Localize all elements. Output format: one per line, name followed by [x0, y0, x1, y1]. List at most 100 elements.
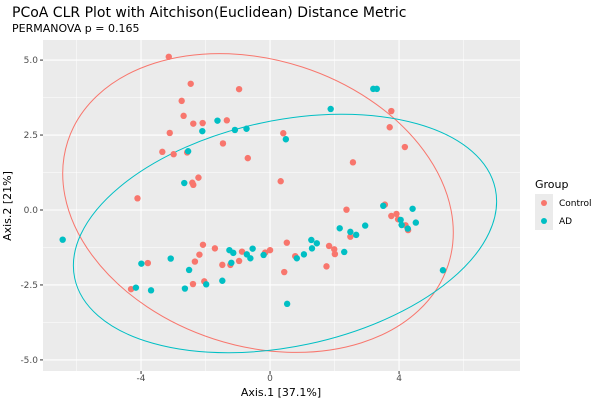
point-control	[283, 239, 291, 246]
point-control	[180, 112, 187, 120]
point-control	[191, 258, 199, 265]
point-control	[219, 261, 226, 269]
point-control	[187, 80, 194, 87]
point-control	[165, 53, 172, 60]
x-axis-label: Axis.1 [37.1%]	[241, 386, 321, 399]
point-ad	[327, 105, 334, 113]
point-ad	[409, 205, 416, 212]
y-axis-label: Axis.2 [21%]	[1, 171, 14, 241]
point-ad	[308, 236, 315, 244]
point-ad	[167, 255, 174, 262]
y-tick-label: 2.5	[24, 131, 38, 141]
point-ad	[361, 222, 369, 229]
point-ad	[282, 136, 290, 143]
y-tick-label: 5.0	[24, 56, 39, 66]
legend-key-ad	[541, 218, 547, 224]
point-ad	[249, 245, 256, 252]
x-tick-label: -4	[137, 374, 146, 384]
point-control	[190, 181, 197, 189]
point-ad	[412, 219, 420, 226]
point-ad	[59, 236, 66, 243]
point-ad	[308, 245, 316, 252]
point-ad	[380, 202, 387, 209]
point-control	[144, 259, 152, 267]
point-control	[280, 130, 287, 137]
point-ad	[181, 285, 189, 292]
x-tick-label: 4	[396, 374, 402, 384]
axis-ticks: -4 0 4 -5.0 -2.5 0.0 2.5 5.0	[20, 56, 402, 384]
point-control	[331, 250, 339, 258]
point-control	[190, 120, 197, 127]
point-ad	[260, 251, 267, 259]
point-ad	[230, 249, 237, 257]
x-tick-label: 0	[267, 374, 273, 384]
point-ad	[181, 179, 188, 187]
point-ad	[185, 266, 193, 274]
point-ad	[341, 248, 348, 256]
point-control	[323, 263, 330, 270]
point-ad	[293, 255, 301, 262]
point-control	[235, 257, 243, 265]
point-ad	[219, 277, 226, 284]
point-ad	[184, 148, 192, 155]
y-tick-label: -5.0	[20, 356, 38, 366]
point-control	[170, 151, 177, 158]
point-control	[388, 212, 395, 220]
ellipse-ad	[72, 113, 498, 354]
point-ad	[214, 117, 221, 124]
point-control	[401, 143, 409, 151]
point-control	[166, 129, 173, 137]
point-control	[266, 246, 274, 254]
point-ad	[439, 267, 447, 274]
point-control	[235, 85, 243, 93]
point-ad	[147, 287, 155, 294]
point-control	[159, 148, 166, 156]
point-control	[195, 174, 202, 181]
point-ad	[132, 284, 140, 291]
point-ad	[313, 240, 321, 247]
chart-title: PCoA CLR Plot with Aitchison(Euclidean) …	[12, 5, 406, 21]
point-ad	[247, 255, 254, 262]
point-ad	[397, 216, 404, 224]
point-control	[277, 178, 284, 185]
y-tick-label: 0.0	[24, 206, 39, 216]
point-ad	[243, 125, 250, 132]
data-points	[59, 53, 447, 308]
point-control	[211, 245, 219, 252]
legend-title: Group	[535, 178, 569, 191]
point-control	[199, 119, 206, 127]
gridlines	[43, 40, 520, 371]
point-control	[189, 280, 197, 288]
point-ad	[347, 228, 354, 236]
point-control	[134, 195, 141, 202]
point-ad	[398, 221, 405, 229]
point-control	[127, 285, 135, 293]
legend: Group Control AD	[535, 178, 592, 230]
point-control	[178, 97, 185, 105]
y-tick-label: -2.5	[20, 281, 38, 291]
point-control	[388, 107, 395, 115]
point-control	[223, 117, 231, 124]
point-control	[325, 242, 333, 250]
point-control	[219, 140, 227, 147]
point-ad	[228, 259, 235, 266]
point-control	[238, 248, 246, 255]
point-control	[386, 124, 393, 131]
point-ad	[231, 126, 239, 134]
point-ad	[336, 225, 343, 232]
point-control	[349, 159, 357, 166]
point-control	[281, 268, 288, 276]
point-ad	[199, 127, 206, 135]
point-control	[244, 154, 251, 162]
legend-label-ad: AD	[559, 217, 572, 227]
chart-subtitle: PERMANOVA p = 0.165	[12, 22, 139, 35]
point-ad	[373, 85, 381, 93]
point-ad	[404, 225, 411, 232]
plot-panel	[43, 40, 520, 371]
point-control	[199, 241, 207, 248]
confidence-ellipses	[62, 53, 498, 354]
point-ad	[352, 231, 360, 239]
point-control	[196, 251, 203, 258]
point-ad	[138, 260, 145, 267]
